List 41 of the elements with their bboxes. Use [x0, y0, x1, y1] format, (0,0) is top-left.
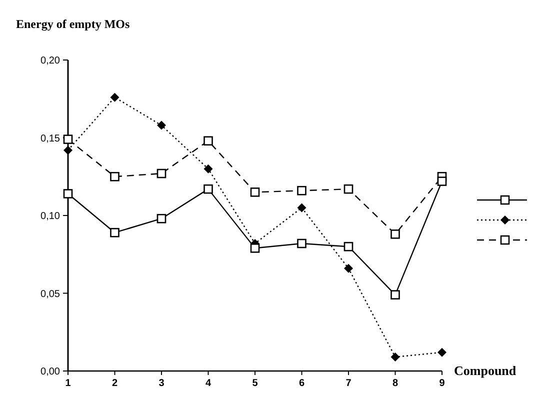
point: [110, 228, 120, 238]
point: [204, 184, 213, 194]
point: [156, 168, 166, 178]
point: [110, 172, 120, 182]
chart-title: Energy of empty MOs: [16, 17, 130, 31]
x-tick-label: 3: [158, 378, 165, 389]
point: [250, 244, 260, 253]
point: [344, 242, 354, 252]
y-tick-label: 0,15: [40, 133, 60, 144]
point: [297, 186, 306, 196]
x-tick-label: 4: [205, 378, 212, 389]
point: [250, 188, 260, 197]
y-tick-label: 0,00: [40, 366, 60, 378]
point: [437, 176, 447, 186]
point: [390, 352, 400, 362]
point: [390, 230, 400, 239]
point: [63, 134, 73, 144]
point: [156, 214, 166, 224]
point: [64, 146, 72, 155]
point: [204, 164, 213, 174]
x-tick-label: 2: [112, 378, 118, 389]
point: [344, 264, 353, 273]
x-tick-label: 8: [392, 378, 398, 389]
x-tick-label: 5: [252, 378, 258, 389]
point: [204, 136, 213, 146]
x-tick-label: 9: [439, 378, 446, 389]
point: [297, 238, 306, 248]
point: [297, 203, 306, 212]
x-tick-label: 7: [346, 378, 352, 389]
point: [63, 189, 73, 198]
x-axis-title: Compound: [454, 363, 517, 378]
x-tick-label: 1: [65, 378, 72, 389]
y-tick-label: 0,20: [40, 56, 60, 66]
point: [157, 120, 166, 130]
point: [110, 92, 120, 102]
point: [344, 184, 354, 194]
y-tick-label: 0,10: [40, 211, 60, 222]
point: [390, 290, 400, 300]
point: [438, 348, 446, 357]
x-tick-label: 6: [298, 378, 305, 389]
y-tick-label: 0,05: [40, 288, 60, 300]
